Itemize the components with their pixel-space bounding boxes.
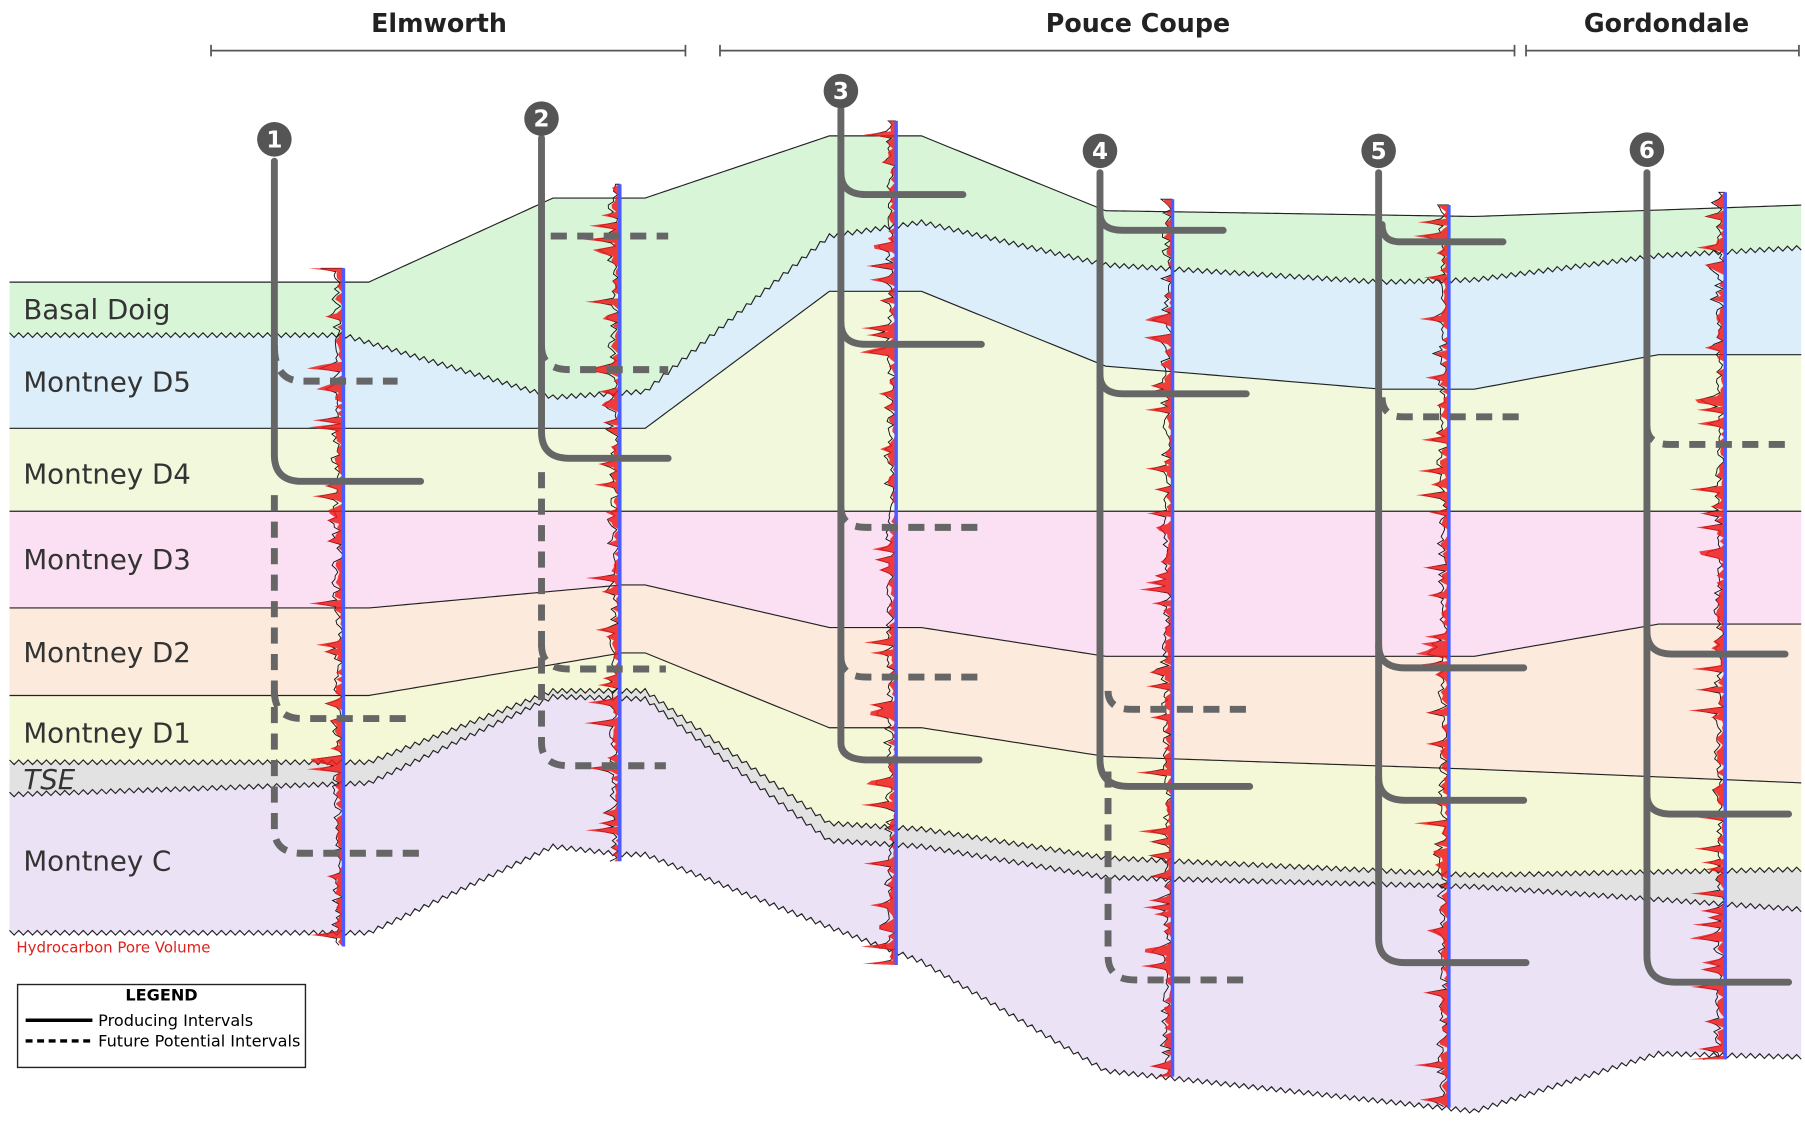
well-path [1378, 397, 1524, 421]
area-bracket [719, 44, 1516, 57]
well-path [837, 506, 983, 531]
log-fill [859, 120, 897, 965]
legend-item: Future Potential Intervals [98, 1032, 300, 1051]
area-bracket [1525, 44, 1800, 57]
zone-label: Montney D5 [23, 366, 191, 399]
well-path [1643, 169, 1793, 986]
log-label: Hydrocarbon Pore Volume [16, 938, 210, 956]
well-path [270, 157, 425, 485]
well-path [538, 345, 669, 374]
legend-title: LEGEND [125, 986, 197, 1005]
zone-fill [9, 652, 1802, 876]
well-path [1643, 425, 1791, 448]
well-path [1104, 690, 1254, 713]
well-path [270, 690, 410, 722]
zone-fill [9, 584, 1802, 783]
area-bracket [210, 44, 687, 57]
well-marker [1629, 132, 1665, 167]
well-marker [1361, 133, 1396, 169]
well-path [837, 105, 983, 764]
layers [9, 135, 1802, 1114]
zone-label: Montney D1 [23, 717, 191, 750]
well-path [1096, 209, 1227, 234]
log-fill [306, 268, 344, 947]
log-fill [583, 184, 620, 862]
zone-label: Montney D3 [23, 543, 191, 576]
well-path [1375, 169, 1530, 967]
zone-label: Montney D2 [23, 636, 191, 669]
zone-boundary [9, 135, 1802, 283]
well-paths [270, 105, 1793, 986]
well-path [1375, 773, 1528, 804]
zone-fill [9, 690, 1802, 910]
log-trace [868, 120, 897, 965]
well-marker [257, 122, 292, 157]
well-marker [524, 101, 559, 136]
well-path [1378, 221, 1507, 246]
well-path [538, 644, 666, 673]
well-path [1375, 641, 1528, 672]
area-label: Gordondale [1584, 8, 1749, 38]
log-fill [1135, 199, 1173, 1077]
zone-label: TSE [23, 763, 75, 796]
well-number: 1 [266, 127, 282, 153]
zone-fill [9, 696, 1802, 1112]
log-fill [1413, 204, 1449, 1108]
well-path [1104, 771, 1254, 984]
zone-boundary [9, 693, 1802, 913]
well-path [1643, 791, 1793, 818]
well-path [1096, 370, 1250, 398]
well-path [837, 318, 985, 348]
well-number: 5 [1371, 139, 1387, 165]
well-marker [1082, 133, 1118, 169]
well-path [837, 169, 967, 199]
area-label: Pouce Coupe [1046, 8, 1230, 38]
zone-label: Montney D4 [23, 458, 191, 491]
zone-fill [9, 291, 1802, 512]
well-number: 3 [833, 79, 849, 105]
zone-label: Montney C [23, 845, 171, 878]
legend-item: Producing Intervals [98, 1011, 253, 1030]
zone-label: Basal Doig [23, 293, 170, 326]
well-path [538, 472, 666, 770]
well-number: 4 [1092, 139, 1108, 165]
area-brackets [210, 44, 1800, 57]
well-markers: 1 2 3 4 5 6 [257, 73, 1665, 169]
area-label: Elmworth [371, 8, 507, 38]
well-path [270, 345, 398, 385]
zone-fill [9, 135, 1802, 398]
zone-boundary [9, 584, 1802, 657]
well-path [538, 134, 672, 462]
legend: LEGEND Producing Intervals Future Potent… [16, 983, 307, 1069]
zone-boundary [9, 219, 1802, 401]
zone-boundary [9, 687, 1802, 879]
zone-fill [9, 511, 1802, 657]
zone-boundary [9, 652, 1802, 784]
well-number: 2 [534, 107, 550, 133]
legend-box [16, 983, 307, 1069]
well-path [1643, 627, 1789, 658]
well-marker [823, 73, 859, 109]
zone-boundary [9, 290, 1802, 429]
well-path [270, 495, 425, 857]
zone-boundary [9, 843, 1802, 1114]
well-path [837, 656, 982, 681]
log-fill [1688, 192, 1726, 1060]
well-number: 6 [1639, 138, 1655, 164]
zone-fill [9, 222, 1802, 429]
